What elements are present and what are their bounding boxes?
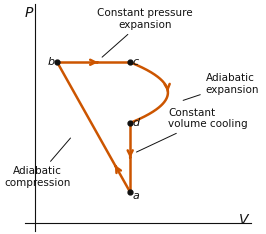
Text: b: b <box>47 57 55 67</box>
Text: a: a <box>132 191 139 201</box>
Text: d: d <box>132 118 139 128</box>
Text: Adiabatic
compression: Adiabatic compression <box>4 138 70 188</box>
Text: Constant pressure
expansion: Constant pressure expansion <box>97 8 193 57</box>
Text: Constant
volume cooling: Constant volume cooling <box>136 108 248 152</box>
Text: c: c <box>133 57 139 67</box>
Text: V: V <box>239 213 249 227</box>
Text: Adiabatic
expansion: Adiabatic expansion <box>183 73 259 100</box>
Text: P: P <box>25 6 33 20</box>
